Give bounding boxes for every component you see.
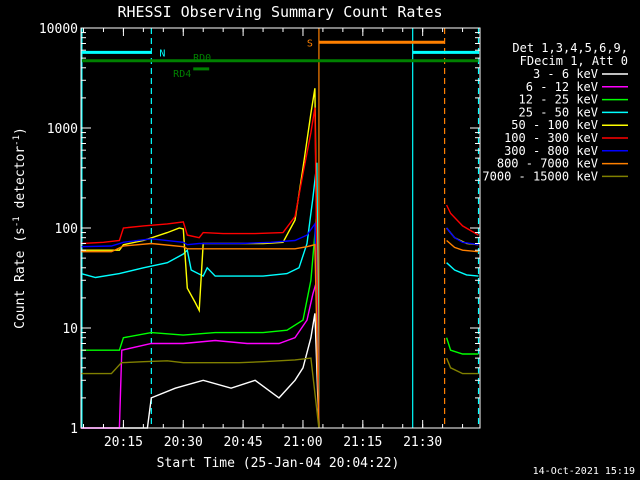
- x-tick-label-0: 20:15: [104, 435, 143, 450]
- series-line-7-b: [446, 239, 479, 253]
- legend-header-line-1: Det 1,3,4,5,6,9,: [512, 41, 628, 55]
- legend-label-6: 300 - 800 keV: [504, 144, 598, 158]
- x-axis: 20:15 20:30 20:45 21:00 21:15 21:30: [83, 28, 464, 450]
- legend: Det 1,3,4,5,6,9, FDecim 1, Att 0 3 - 6 k…: [482, 41, 628, 183]
- series-line-0: [81, 313, 320, 429]
- legend-header-line-2: FDecim 1, Att 0: [520, 54, 628, 68]
- timestamp: 14-Oct-2021 15:19: [533, 466, 635, 477]
- y-tick-label-4: 10000: [39, 22, 78, 37]
- series-line-6-b: [446, 227, 479, 246]
- series-line-1: [81, 280, 320, 429]
- legend-label-3: 25 - 50 keV: [519, 105, 598, 119]
- legend-label-1: 6 - 12 keV: [526, 80, 598, 94]
- y-axis-label: Count Rate (s-1 detector-1): [12, 127, 28, 329]
- series-line-5: [81, 107, 320, 429]
- legend-label-8: 7000 - 15000 keV: [482, 169, 598, 183]
- legend-label-5: 100 - 300 keV: [504, 131, 598, 145]
- x-axis-label: Start Time (25-Jan-04 20:04:22): [157, 456, 400, 471]
- series-line-8: [81, 357, 320, 429]
- chart-title: RHESSI Observing Summary Count Rates: [117, 3, 442, 21]
- legend-label-0: 3 - 6 keV: [533, 67, 598, 81]
- y-tick-label-3: 1000: [47, 122, 78, 137]
- flag-bar-label-0: N: [159, 48, 165, 59]
- x-tick-label-3: 21:00: [283, 435, 322, 450]
- flag-bar-label-3: RD4: [173, 69, 191, 80]
- series-line-6: [81, 221, 320, 429]
- series-line-2: [81, 210, 320, 429]
- x-tick-label-4: 21:15: [343, 435, 382, 450]
- flag-bar-label-4: S: [307, 38, 313, 49]
- x-tick-label-1: 20:30: [164, 435, 203, 450]
- x-tick-label-2: 20:45: [224, 435, 263, 450]
- series-group: [80, 88, 479, 429]
- y-tick-label-1: 10: [62, 322, 78, 337]
- series-line-3-b: [446, 262, 479, 277]
- legend-label-2: 12 - 25 keV: [519, 93, 598, 107]
- series-line-2-b: [445, 337, 479, 355]
- flag-bar-label-2: RD0: [193, 53, 211, 64]
- series-line-3: [80, 162, 320, 429]
- series-line-8-b: [445, 357, 479, 375]
- series-line-7: [81, 242, 320, 429]
- y-tick-label-0: 1: [70, 422, 78, 437]
- legend-label-7: 800 - 7000 keV: [497, 157, 598, 171]
- y-axis: 1 10 100 1000 10000: [39, 22, 480, 437]
- y-tick-label-2: 100: [55, 222, 78, 237]
- series-line-5-b: [445, 204, 479, 236]
- x-tick-label-5: 21:30: [403, 435, 442, 450]
- legend-label-4: 50 - 100 keV: [511, 118, 598, 132]
